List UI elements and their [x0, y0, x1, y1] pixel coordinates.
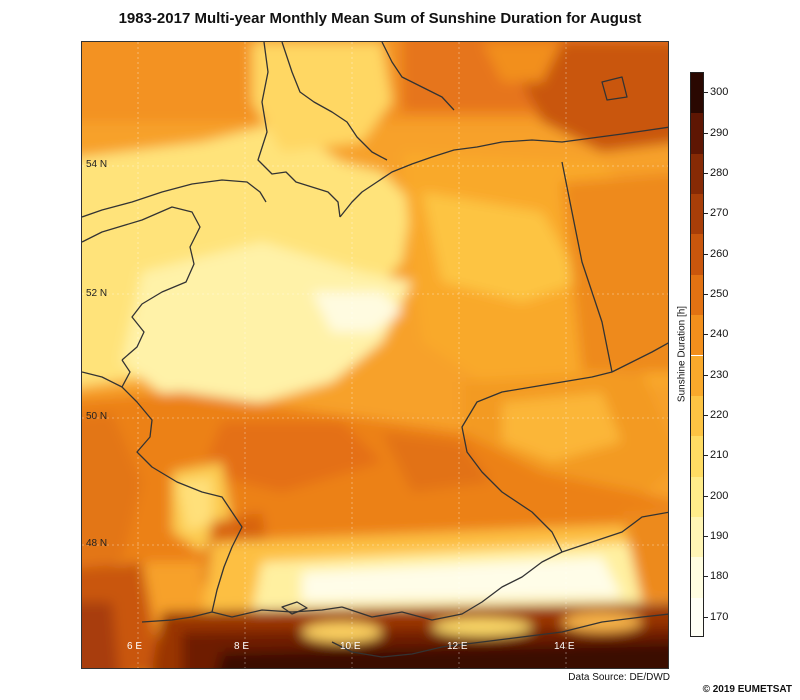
colorbar-segment — [691, 274, 703, 316]
longitude-label: 12 E — [447, 641, 468, 652]
colorbar-tick-label: 170 — [710, 610, 729, 623]
colorbar-tick-label: 260 — [710, 247, 729, 260]
colorbar-tick-label: 250 — [710, 287, 729, 300]
colorbar-segment — [691, 597, 703, 636]
colorbar-tick — [704, 536, 708, 538]
colorbar-tick — [704, 334, 708, 336]
colorbar-segment — [691, 355, 703, 396]
colorbar-ticks: 300 290 280 270 260 250 240 230 220 210 200 190 180 1… — [704, 72, 744, 637]
colorbar-segment — [691, 516, 703, 558]
colorbar-segment — [691, 113, 703, 154]
colorbar-segment — [691, 194, 703, 235]
colorbar-tick — [704, 132, 708, 134]
colorbar-title: Sunshine Duration [h] — [676, 305, 688, 403]
sunshine-map — [81, 41, 669, 669]
colorbar-tick — [704, 172, 708, 174]
colorbar-segment — [691, 315, 703, 356]
colorbar-tick-label: 280 — [710, 166, 729, 179]
colorbar-tick — [704, 253, 708, 255]
colorbar-tick — [704, 495, 708, 497]
colorbar-tick — [704, 213, 708, 215]
sunshine-field — [82, 42, 668, 668]
colorbar-segment — [691, 557, 703, 598]
colorbar-tick — [704, 576, 708, 578]
data-source: Data Source: DE/DWD — [568, 672, 670, 683]
colorbar-tick — [704, 616, 708, 618]
longitude-label: 14 E — [554, 641, 575, 652]
colorbar-tick-label: 220 — [710, 409, 729, 422]
colorbar-tick-label: 240 — [710, 328, 729, 341]
longitude-label: 6 E — [127, 641, 143, 652]
colorbar-tick-label: 300 — [710, 86, 729, 99]
colorbar-segment — [691, 436, 703, 477]
latitude-label: 50 N — [86, 411, 108, 422]
borders-and-coastlines — [82, 42, 668, 658]
longitude-label: 10 E — [340, 641, 361, 652]
latitude-label: 48 N — [86, 538, 108, 549]
colorbar-tick-label: 200 — [710, 489, 729, 502]
colorbar-tick — [704, 415, 708, 417]
colorbar-tick — [704, 293, 708, 295]
sunshine-map-canvas — [82, 42, 668, 668]
colorbar-tick — [704, 374, 708, 376]
colorbar-tick-label: 230 — [710, 368, 729, 381]
colorbar-tick — [704, 455, 708, 457]
colorbar-segment — [691, 153, 703, 195]
longitude-label: 8 E — [234, 641, 250, 652]
copyright: © 2019 EUMETSAT — [702, 684, 792, 695]
colorbar-tick-label: 210 — [710, 449, 729, 462]
latitude-label: 54 N — [86, 159, 108, 170]
colorbar-tick — [704, 92, 708, 94]
colorbar — [690, 72, 704, 637]
colorbar-segment — [691, 73, 703, 114]
colorbar-segment — [691, 234, 703, 275]
colorbar-tick-label: 180 — [710, 570, 729, 583]
graticule — [82, 42, 668, 668]
latitude-label: 52 N — [86, 288, 108, 299]
figure-title: 1983-2017 Multi-year Monthly Mean Sum of… — [118, 10, 642, 27]
colorbar-segment — [691, 395, 703, 437]
colorbar-tick-label: 270 — [710, 207, 729, 220]
colorbar-tick-label: 190 — [710, 530, 729, 543]
colorbar-segment — [691, 476, 703, 517]
colorbar-tick-label: 290 — [710, 126, 729, 139]
